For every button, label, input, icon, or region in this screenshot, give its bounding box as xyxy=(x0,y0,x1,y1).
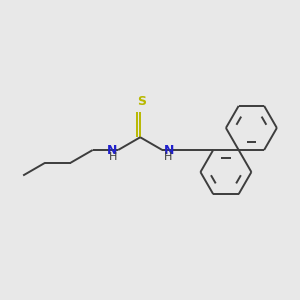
Text: N: N xyxy=(106,143,117,157)
Text: N: N xyxy=(164,143,174,157)
Text: H: H xyxy=(164,152,172,162)
Text: H: H xyxy=(109,152,117,162)
Text: S: S xyxy=(137,95,146,108)
